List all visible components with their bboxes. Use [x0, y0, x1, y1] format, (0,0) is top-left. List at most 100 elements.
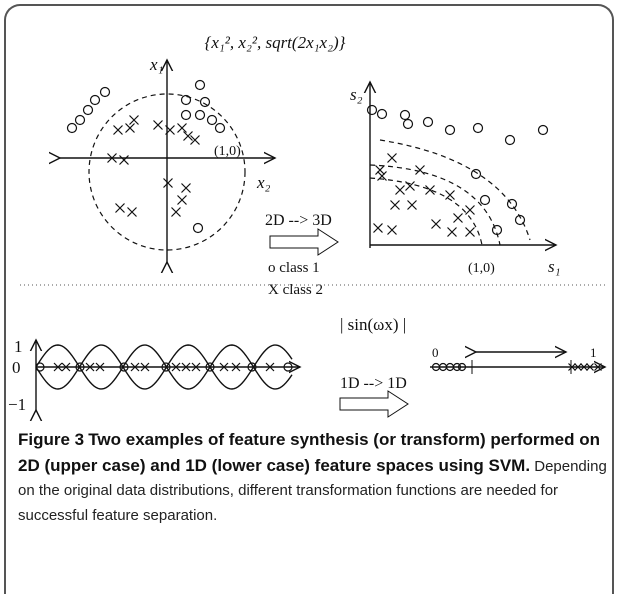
marker: [61, 362, 71, 372]
marker: [205, 362, 215, 372]
marker: [415, 165, 425, 175]
marker: [375, 165, 385, 175]
marker: [191, 362, 201, 372]
marker: [190, 135, 200, 145]
arrow: [269, 228, 339, 256]
mapping: {x₁², x₂², sqrt(2x₁x₂)}: [205, 33, 346, 52]
marker: [177, 123, 187, 133]
boundary: [379, 139, 531, 241]
marker: [163, 178, 173, 188]
marker: [594, 363, 602, 371]
arrow: [339, 390, 409, 418]
axis-label: s₂: [350, 85, 363, 104]
marker: [206, 114, 218, 126]
page: {x₁², x₂², sqrt(2x₁x₂)} x₁ x₂ (1,0) 2D -…: [4, 4, 614, 594]
marker: [504, 134, 516, 146]
marker: [219, 362, 229, 372]
marker: [402, 118, 414, 130]
tick-label: 1: [14, 337, 23, 356]
arrow-label: 2D --> 3D: [265, 212, 332, 229]
caption: Figure 3 Two examples of feature synthes…: [18, 428, 608, 528]
marker: [99, 86, 111, 98]
caption-label: Figure 3: [18, 430, 85, 449]
marker: [115, 203, 125, 213]
figure-frame: [4, 4, 614, 594]
marker: [425, 185, 435, 195]
marker: [140, 362, 150, 372]
marker: [457, 362, 467, 372]
marker: [35, 362, 45, 372]
marker: [153, 120, 163, 130]
arrow-label: 1D --> 1D: [340, 375, 407, 392]
axis-label: x₂: [256, 173, 271, 192]
marker: [586, 363, 594, 371]
axis-label: x₁: [149, 55, 163, 74]
marker: [465, 227, 475, 237]
marker: [514, 214, 526, 226]
marker: [181, 362, 191, 372]
marker: [74, 114, 86, 126]
marker: [85, 362, 95, 372]
marker: [113, 125, 123, 135]
marker: [119, 362, 129, 372]
marker: [82, 104, 94, 116]
marker: [214, 122, 226, 134]
marker: [574, 363, 582, 371]
marker: [479, 194, 491, 206]
point-label: (1,0): [468, 261, 495, 276]
figure: {x₁², x₂², sqrt(2x₁x₂)} x₁ x₂ (1,0) 2D -…: [8, 33, 608, 425]
marker: [465, 205, 475, 215]
marker: [194, 79, 206, 91]
marker: [181, 183, 191, 193]
marker: [447, 227, 457, 237]
marker: [194, 109, 206, 121]
marker: [444, 124, 456, 136]
marker: [399, 109, 411, 121]
marker: [171, 362, 181, 372]
marker: [231, 362, 241, 372]
marker: [366, 104, 378, 116]
marker: [445, 190, 455, 200]
axis-label: s₁: [548, 257, 561, 276]
marker: [95, 362, 105, 372]
marker: [387, 153, 397, 163]
marker: [107, 153, 117, 163]
marker: [192, 222, 204, 234]
marker: [130, 362, 140, 372]
boundary: [88, 93, 246, 251]
marker: [161, 362, 171, 372]
marker: [119, 155, 129, 165]
marker: [472, 122, 484, 134]
line-label: 0: [432, 345, 439, 360]
legend-item: o class 1: [268, 260, 320, 276]
marker: [75, 362, 85, 372]
tick-label: −1: [8, 395, 26, 414]
caption-text: Depending on the original data distribut…: [18, 457, 607, 524]
marker: [127, 207, 137, 217]
marker: [580, 363, 588, 371]
boundary: [369, 164, 501, 246]
point-label: (1,0): [214, 144, 241, 159]
marker: [53, 362, 63, 372]
marker: [491, 224, 503, 236]
function-label: | sin(ωx) |: [340, 315, 406, 334]
marker: [387, 225, 397, 235]
marker: [422, 116, 434, 128]
marker: [407, 200, 417, 210]
marker: [66, 122, 78, 134]
marker: [171, 207, 181, 217]
marker: [390, 200, 400, 210]
marker: [265, 362, 275, 372]
marker: [89, 94, 101, 106]
marker: [180, 109, 192, 121]
tick-label: 0: [12, 358, 21, 377]
marker: [537, 124, 549, 136]
marker: [452, 362, 462, 372]
marker: [453, 213, 463, 223]
boundary: [369, 177, 483, 246]
marker: [177, 195, 187, 205]
marker: [247, 362, 257, 372]
marker: [180, 94, 192, 106]
marker: [431, 219, 441, 229]
marker: [199, 96, 211, 108]
